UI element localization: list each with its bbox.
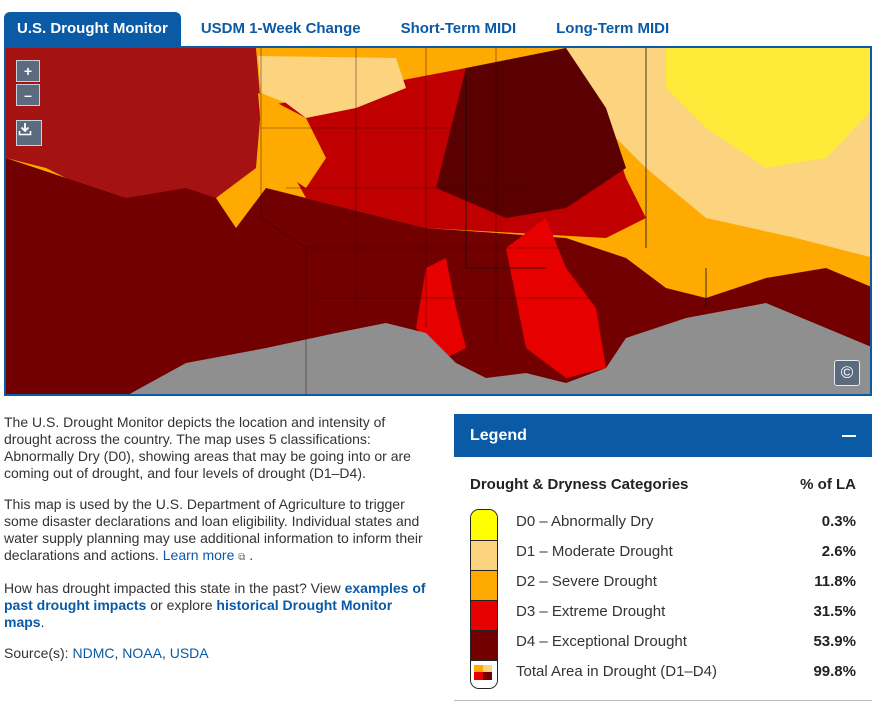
legend-row-d3: D3 – Extreme Drought 31.5% <box>516 602 856 620</box>
gulf-of-mexico <box>129 303 870 394</box>
external-link-icon: ⧉ <box>238 552 246 563</box>
legend-list: D0 – Abnormally Dry 0.3% D1 – Moderate D… <box>454 506 872 689</box>
tab-underline <box>4 46 872 48</box>
parish-boundaries <box>260 48 606 394</box>
legend-col-percent: % of LA <box>800 476 856 493</box>
map-region-d3-west <box>6 48 261 208</box>
tab-us-drought-monitor[interactable]: U.S. Drought Monitor <box>4 12 181 48</box>
legend-title: Legend <box>470 426 527 444</box>
zoom-out-button[interactable]: – <box>16 84 40 106</box>
map-description: The U.S. Drought Monitor depicts the loc… <box>4 414 429 676</box>
past-drought-impacts-link[interactable]: examples of past drought impacts <box>4 580 426 613</box>
state-boundaries <box>465 48 707 308</box>
legend-bottom-rule <box>454 700 872 701</box>
map-region-d4-north <box>436 48 626 218</box>
legend-row-total: Total Area in Drought (D1–D4) 99.8% <box>516 662 856 680</box>
legend-column-headers: Drought & Dryness Categories % of LA <box>454 476 872 493</box>
drought-map[interactable]: + – © <box>4 48 872 396</box>
sources-line: Source(s): NDMC, NOAA, USDA <box>4 645 209 661</box>
zoom-in-button[interactable]: + <box>16 60 40 82</box>
description-paragraph-1: The U.S. Drought Monitor depicts the loc… <box>4 414 411 481</box>
tab-long-term-midi[interactable]: Long-Term MIDI <box>556 20 670 37</box>
learn-more-link[interactable]: Learn more <box>162 547 235 563</box>
map-region-d0-northeast <box>666 48 870 168</box>
legend-swatch-d0 <box>471 510 497 540</box>
legend-swatch-d4 <box>471 630 497 661</box>
legend-body: Drought & Dryness Categories % of LA D0 … <box>454 457 872 689</box>
source-ndmc-link[interactable]: NDMC <box>72 645 115 661</box>
map-region-d1-louisiana-north <box>258 56 406 118</box>
legend-swatch-d2 <box>471 570 497 601</box>
copyright-icon: © <box>840 363 854 382</box>
legend-row-d1: D1 – Moderate Drought 2.6% <box>516 542 856 560</box>
copyright-button[interactable]: © <box>834 360 860 386</box>
source-noaa-link[interactable]: NOAA <box>122 645 162 661</box>
download-icon <box>18 123 32 136</box>
description-paragraph-2: This map is used by the U.S. Department … <box>4 496 423 563</box>
legend-color-bar <box>470 509 498 689</box>
legend-row-d2: D2 – Severe Drought 11.8% <box>516 572 856 590</box>
legend-swatch-total <box>471 660 497 688</box>
map-region-d3-south-central <box>416 258 466 358</box>
legend-row-d0: D0 – Abnormally Dry 0.3% <box>516 512 856 530</box>
legend-header[interactable]: Legend <box>454 414 872 457</box>
download-button[interactable] <box>16 120 42 146</box>
tab-short-term-midi[interactable]: Short-Term MIDI <box>400 20 517 37</box>
legend-swatch-d3 <box>471 600 497 631</box>
drought-map-canvas <box>6 48 870 394</box>
tab-usdm-1-week-change[interactable]: USDM 1-Week Change <box>200 20 361 37</box>
historical-maps-link[interactable]: historical Drought Monitor maps <box>4 597 393 630</box>
legend-swatch-d1 <box>471 540 497 571</box>
source-usda-link[interactable]: USDA <box>169 645 209 661</box>
legend-col-categories: Drought & Dryness Categories <box>470 476 689 493</box>
map-region-d2-louisiana-north <box>258 93 326 188</box>
legend-row-d4: D4 – Exceptional Drought 53.9% <box>516 632 856 650</box>
description-paragraph-3: How has drought impacted this state in t… <box>4 580 426 630</box>
legend-collapse-button[interactable] <box>842 434 856 437</box>
map-tabs: U.S. Drought Monitor USDM 1-Week Change … <box>4 12 689 48</box>
